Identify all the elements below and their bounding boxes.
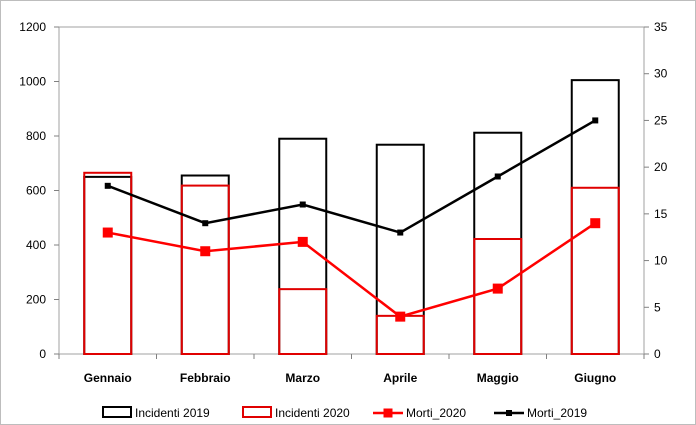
- x-tick-label: Gennaio: [84, 371, 132, 385]
- legend-label: Incidenti 2020: [275, 406, 350, 420]
- y-right-tick-label: 10: [654, 254, 668, 268]
- point-morti-2020: [297, 236, 308, 247]
- y-right-tick-label: 0: [654, 347, 661, 361]
- x-tick-label: Marzo: [285, 371, 320, 385]
- y-right-tick-label: 35: [654, 20, 668, 34]
- legend-marker-morti-2020: [383, 408, 393, 418]
- y-left-tick-label: 600: [26, 184, 46, 198]
- bar-incidenti-2020: [278, 288, 328, 355]
- y-left-tick-label: 1200: [19, 20, 46, 34]
- y-left-tick-label: 200: [26, 293, 46, 307]
- y-right-tick-label: 25: [654, 113, 668, 127]
- legend-label: Morti_2019: [527, 406, 587, 420]
- x-tick-label: Aprile: [383, 371, 417, 385]
- legend-swatch-incidenti-2020: [242, 406, 272, 418]
- x-tick-label: Maggio: [477, 371, 519, 385]
- y-right-tick-label: 5: [654, 300, 661, 314]
- x-tick-label: Febbraio: [180, 371, 231, 385]
- point-morti-2019: [494, 173, 501, 180]
- point-morti-2020: [102, 227, 113, 238]
- line-morti-2020: [107, 222, 596, 319]
- bar-incidenti-2020: [180, 184, 230, 355]
- y-left-tick-label: 400: [26, 238, 46, 252]
- point-morti-2020: [590, 218, 601, 229]
- line-morti-2019: [107, 119, 596, 234]
- y-left-tick-label: 0: [39, 347, 46, 361]
- bar-incidenti-2020: [473, 238, 523, 356]
- point-morti-2019: [299, 201, 306, 208]
- point-morti-2019: [592, 117, 599, 124]
- plot-area: [58, 26, 645, 355]
- legend-label: Morti_2020: [406, 406, 466, 420]
- y-right-tick-label: 20: [654, 160, 668, 174]
- y-left-tick-label: 1000: [19, 75, 46, 89]
- legend-swatch-incidenti-2019: [102, 406, 132, 418]
- bar-incidenti-2020: [83, 171, 133, 355]
- point-morti-2019: [202, 220, 209, 227]
- point-morti-2020: [395, 311, 406, 322]
- bar-incidenti-2020: [570, 186, 620, 355]
- point-morti-2020: [200, 246, 211, 257]
- point-morti-2019: [397, 229, 404, 236]
- legend-marker-morti-2019: [506, 410, 512, 416]
- point-morti-2019: [104, 182, 111, 189]
- y-right-tick-label: 30: [654, 67, 668, 81]
- legend-label: Incidenti 2019: [135, 406, 210, 420]
- y-right-tick-label: 15: [654, 207, 668, 221]
- point-morti-2020: [492, 283, 503, 294]
- x-tick-label: Giugno: [574, 371, 616, 385]
- y-left-tick-label: 800: [26, 129, 46, 143]
